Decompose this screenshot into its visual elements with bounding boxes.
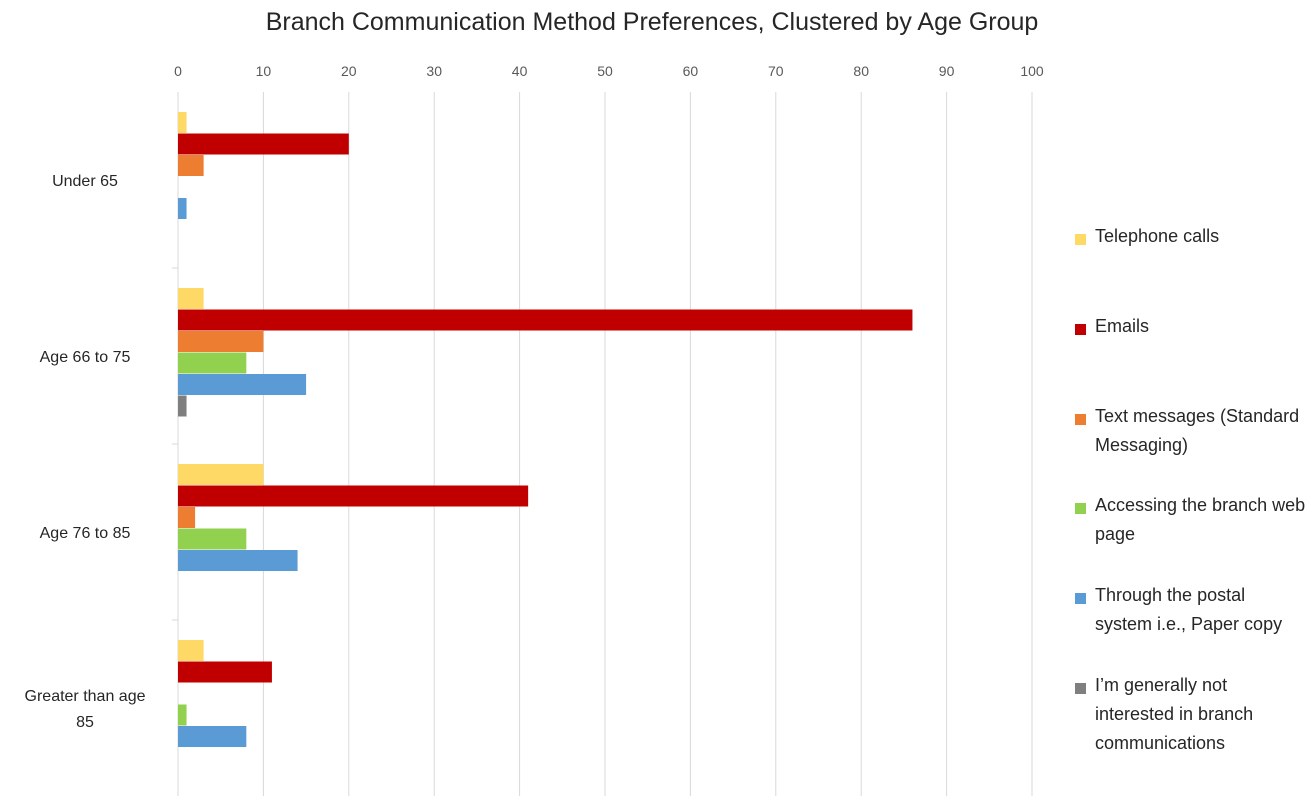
bar	[178, 133, 349, 155]
category-label: Age 66 to 75	[40, 349, 131, 366]
x-tick-label: 30	[426, 63, 442, 79]
x-tick-label: 40	[512, 63, 528, 79]
x-tick-label: 100	[1020, 63, 1044, 79]
legend-label: Telephone calls	[1095, 226, 1220, 246]
legend-label: I’m generally not interested in branch c…	[1095, 675, 1254, 753]
legend-label: Text messages (Standard Messaging)	[1095, 406, 1300, 455]
category-label: Age 76 to 85	[40, 525, 131, 542]
bar	[178, 726, 247, 747]
legend-item: Telephone calls	[1075, 226, 1307, 251]
bar	[178, 640, 204, 661]
category-axis: Under 65 Age 66 to 75 Age 76 to 85 Greater …	[25, 173, 178, 731]
legend-swatch	[1075, 503, 1086, 514]
legend-item: I’m generally not interested in branch c…	[1075, 675, 1307, 758]
legend-swatch	[1075, 414, 1086, 425]
bar	[178, 485, 529, 507]
x-tick-label: 20	[341, 63, 357, 79]
category-label: Greater than age 85	[25, 688, 146, 731]
legend-label: Emails	[1095, 316, 1150, 336]
legend-item: Accessing the branch web page	[1075, 495, 1307, 549]
legend-label: Accessing the branch web page	[1095, 495, 1306, 544]
x-tick-label: 60	[683, 63, 699, 79]
bar	[178, 550, 298, 571]
bar	[178, 704, 187, 726]
legend-item: Emails	[1075, 316, 1307, 341]
chart-title: Branch Communication Method Preferences,…	[265, 8, 1039, 36]
bar	[178, 331, 264, 352]
legend-swatch	[1075, 234, 1086, 245]
bar	[178, 112, 187, 133]
legend-item: Text messages (Standard Messaging)	[1075, 406, 1307, 460]
bars	[178, 112, 913, 747]
category-label: Under 65	[52, 173, 118, 190]
x-tick-label: 10	[256, 63, 272, 79]
legend-swatch	[1075, 683, 1086, 694]
x-tick-label: 50	[597, 63, 613, 79]
bar	[178, 528, 247, 550]
legend-swatch	[1075, 593, 1086, 604]
x-tick-label: 70	[768, 63, 784, 79]
bar	[178, 352, 247, 374]
x-tick-label: 80	[853, 63, 869, 79]
bar	[178, 464, 264, 485]
bar	[178, 198, 187, 219]
bar	[178, 507, 196, 528]
bar	[178, 395, 187, 417]
legend-swatch	[1075, 324, 1086, 335]
legend-label: Through the postal system i.e., Paper co…	[1095, 585, 1283, 634]
legend-item: Through the postal system i.e., Paper co…	[1075, 585, 1307, 639]
bar	[178, 374, 307, 395]
x-tick-label: 0	[174, 63, 182, 79]
x-axis-ticks: 0 10 20 30 40 50 60 70 80 90 100	[174, 63, 1044, 79]
bar	[178, 309, 913, 331]
x-tick-label: 90	[939, 63, 955, 79]
gridlines	[177, 92, 1033, 796]
bar	[178, 661, 272, 683]
bar-chart: 0 10 20 30 40 50 60 70 80 90 100 Under 65 Age 66 to…	[25, 63, 1044, 796]
bar	[178, 288, 204, 309]
bar	[178, 155, 204, 176]
